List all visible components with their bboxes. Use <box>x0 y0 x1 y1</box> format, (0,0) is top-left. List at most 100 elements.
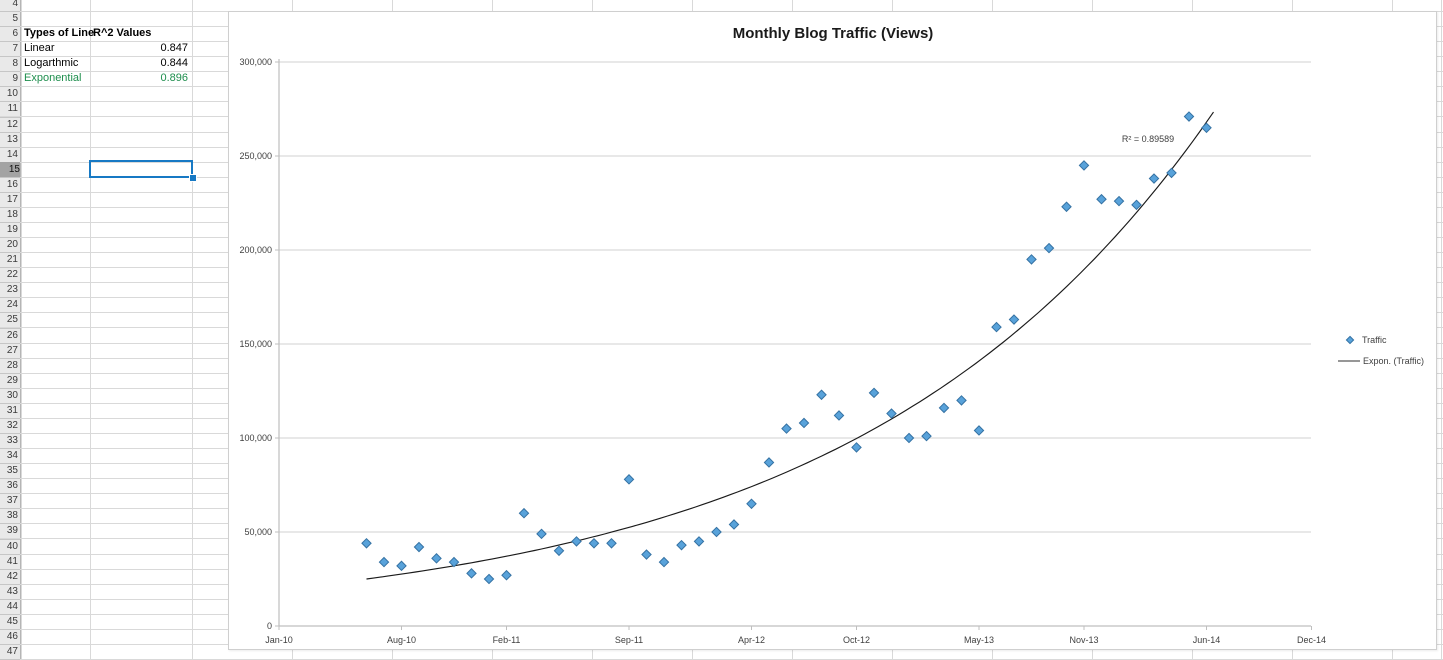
data-point-Oct-12[interactable] <box>851 442 862 453</box>
row-header-35[interactable]: 35 <box>6 465 18 476</box>
data-point-May-12[interactable] <box>763 457 775 468</box>
data-point-Oct-13[interactable] <box>1061 201 1072 213</box>
data-point-Apr-12[interactable] <box>746 498 757 510</box>
row-header-42[interactable]: 42 <box>6 571 18 582</box>
chart-title[interactable]: Monthly Blog Traffic (Views) <box>732 25 934 42</box>
row-header-6[interactable]: 6 <box>12 28 18 39</box>
data-point-Mar-14[interactable] <box>1148 173 1160 184</box>
row-header-44[interactable]: 44 <box>6 601 18 612</box>
data-point-Nov-10[interactable] <box>448 556 460 568</box>
cell-b7-linear-r2[interactable]: 0.847 <box>160 42 188 54</box>
data-point-May-11[interactable] <box>553 545 565 557</box>
row-header-12[interactable]: 12 <box>6 119 18 130</box>
row-header-33[interactable]: 33 <box>6 435 18 446</box>
row-header-5[interactable]: 5 <box>12 13 18 24</box>
trendline-expon[interactable] <box>366 111 1214 580</box>
data-point-Feb-11[interactable] <box>501 569 512 581</box>
row-header-4[interactable]: 4 <box>12 0 18 9</box>
data-point-Feb-14[interactable] <box>1131 199 1142 211</box>
legend-marker-traffic[interactable] <box>1345 335 1355 345</box>
row-header-23[interactable]: 23 <box>6 284 18 295</box>
row-header-21[interactable]: 21 <box>6 254 18 265</box>
data-point-Mar-12[interactable] <box>728 519 740 530</box>
row-header-11[interactable]: 11 <box>7 103 18 114</box>
data-point-Apr-11[interactable] <box>536 528 547 540</box>
data-point-Sep-11[interactable] <box>623 474 635 485</box>
data-point-Dec-13[interactable] <box>1096 193 1107 205</box>
row-header-39[interactable]: 39 <box>6 525 18 536</box>
data-point-Nov-13[interactable] <box>1078 160 1090 171</box>
row-header-13[interactable]: 13 <box>6 134 18 145</box>
data-point-Jul-10[interactable] <box>378 556 390 568</box>
cell-a6-types-of-line[interactable]: Types of Line <box>24 27 95 39</box>
data-point-Feb-12[interactable] <box>711 526 722 538</box>
cell-a9-exponential[interactable]: Exponential <box>24 72 82 84</box>
row-header-38[interactable]: 38 <box>6 510 18 521</box>
row-header-31[interactable]: 31 <box>6 405 18 416</box>
data-point-Oct-11[interactable] <box>641 549 652 560</box>
row-header-34[interactable]: 34 <box>6 450 18 461</box>
data-point-Sep-10[interactable] <box>413 541 425 553</box>
data-point-Mar-13[interactable] <box>938 402 950 414</box>
data-point-Apr-14[interactable] <box>1166 167 1177 179</box>
data-point-Sep-13[interactable] <box>1043 242 1055 254</box>
data-point-Aug-13[interactable] <box>1026 254 1037 265</box>
cell-b6-r2-values[interactable]: R^2 Values <box>93 27 152 39</box>
r-squared-annotation[interactable]: R² = 0.89589 <box>1121 134 1175 144</box>
row-header-9[interactable]: 9 <box>12 73 18 84</box>
data-point-Jul-11[interactable] <box>588 537 600 549</box>
data-point-Dec-10[interactable] <box>466 568 477 579</box>
row-header-30[interactable]: 30 <box>6 390 18 401</box>
data-point-Jan-14[interactable] <box>1113 195 1125 207</box>
row-header-32[interactable]: 32 <box>6 420 18 431</box>
row-header-18[interactable]: 18 <box>6 209 18 220</box>
cell-b9-exponential-r2[interactable]: 0.896 <box>160 72 188 84</box>
cell-a7-linear[interactable]: Linear <box>24 42 55 54</box>
data-point-Jul-12[interactable] <box>798 417 810 429</box>
data-point-Aug-11[interactable] <box>606 537 617 549</box>
data-point-Jun-11[interactable] <box>571 536 582 547</box>
data-point-Jan-13[interactable] <box>903 432 915 444</box>
row-header-14[interactable]: 14 <box>6 149 18 160</box>
row-header-7[interactable]: 7 <box>12 43 18 54</box>
data-point-Dec-11[interactable] <box>676 539 687 551</box>
data-point-Sep-12[interactable] <box>833 410 845 421</box>
chart-object[interactable]: 0 50,000 100,000 150,000 200,000 250,000 300,0… <box>228 11 1437 650</box>
row-header-24[interactable]: 24 <box>6 299 18 310</box>
row-header-47[interactable]: 47 <box>6 646 18 657</box>
legend-label-expon[interactable]: Expon. (Traffic) <box>1363 356 1424 366</box>
data-point-Dec-12[interactable] <box>886 408 897 419</box>
row-header-8[interactable]: 8 <box>12 58 18 69</box>
row-header-28[interactable]: 28 <box>6 360 18 371</box>
row-header-46[interactable]: 46 <box>6 631 18 642</box>
data-point-Jul-13[interactable] <box>1008 314 1020 325</box>
row-header-40[interactable]: 40 <box>6 541 18 552</box>
data-point-May-13[interactable] <box>973 425 985 436</box>
row-header-20[interactable]: 20 <box>6 239 18 250</box>
data-point-Jan-12[interactable] <box>693 536 705 547</box>
data-point-May-14[interactable] <box>1183 111 1195 122</box>
data-point-Mar-11[interactable] <box>518 507 530 519</box>
data-point-Nov-12[interactable] <box>868 387 880 399</box>
row-header-25[interactable]: 25 <box>6 314 18 325</box>
data-point-Feb-13[interactable] <box>921 430 932 442</box>
data-point-Jun-12[interactable] <box>781 423 792 434</box>
data-point-Apr-13[interactable] <box>956 395 967 406</box>
row-header-22[interactable]: 22 <box>6 269 18 280</box>
row-header-17[interactable]: 17 <box>6 194 18 205</box>
data-point-Nov-11[interactable] <box>658 556 670 568</box>
data-point-Oct-10[interactable] <box>431 553 442 564</box>
row-header-36[interactable]: 36 <box>6 480 18 491</box>
row-header-26[interactable]: 26 <box>6 330 18 341</box>
data-point-Aug-12[interactable] <box>816 389 827 401</box>
selected-cell-b15[interactable] <box>89 160 193 178</box>
row-header-16[interactable]: 16 <box>6 179 18 190</box>
fill-handle[interactable] <box>189 174 197 182</box>
row-header-29[interactable]: 29 <box>6 375 18 386</box>
cell-a8-logarthmic[interactable]: Logarthmic <box>24 57 79 69</box>
row-header-27[interactable]: 27 <box>6 345 18 356</box>
data-point-Jun-14[interactable] <box>1201 122 1212 134</box>
data-point-Jun-13[interactable] <box>991 321 1002 333</box>
cell-b8-logarthmic-r2[interactable]: 0.844 <box>160 57 188 69</box>
data-point-Aug-10[interactable] <box>396 560 407 572</box>
